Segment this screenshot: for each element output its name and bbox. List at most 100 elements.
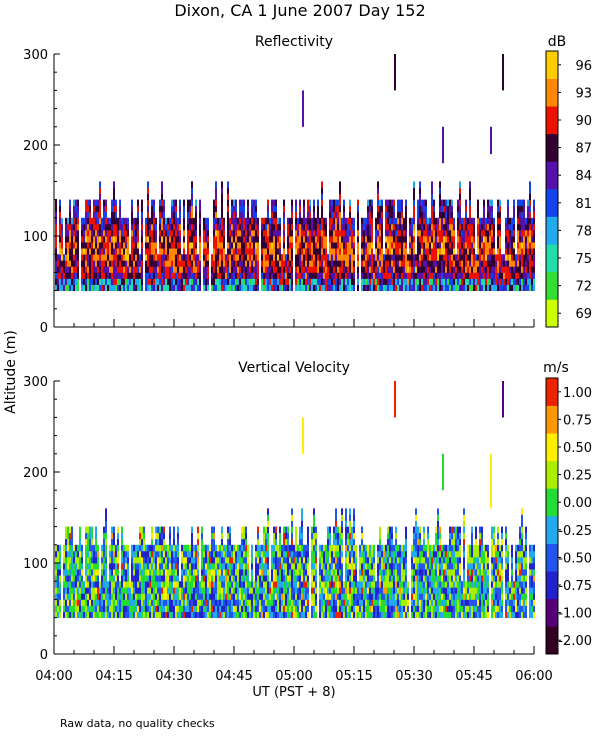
heatmap-cell xyxy=(387,248,389,255)
heatmap-cell xyxy=(125,254,127,261)
heatmap-cell xyxy=(173,284,175,291)
heatmap-cell xyxy=(215,211,217,219)
heatmap-cell xyxy=(153,605,155,612)
heatmap-cell xyxy=(495,278,497,285)
heatmap-cell xyxy=(271,205,273,213)
heatmap-cell xyxy=(105,581,107,588)
heatmap-cell xyxy=(121,575,123,582)
heatmap-cell xyxy=(515,254,517,261)
heatmap-cell xyxy=(295,599,297,606)
heatmap-cell xyxy=(127,569,129,576)
heatmap-cell xyxy=(95,254,97,261)
heatmap-cell xyxy=(451,242,453,249)
heatmap-cell xyxy=(257,550,259,558)
heatmap-cell xyxy=(333,544,335,552)
heatmap-cell xyxy=(323,550,325,558)
heatmap-cell xyxy=(443,260,445,267)
heatmap-cell xyxy=(453,229,455,237)
heatmap-cell xyxy=(95,248,97,255)
heatmap-cell xyxy=(125,587,127,594)
heatmap-cell xyxy=(139,254,141,261)
heatmap-cell xyxy=(503,278,505,285)
heatmap-cell xyxy=(153,599,155,606)
heatmap-cell xyxy=(189,254,191,261)
heatmap-cell xyxy=(253,284,255,291)
heatmap-cell xyxy=(331,248,333,255)
heatmap-cell xyxy=(267,211,269,219)
heatmap-cell xyxy=(103,563,105,570)
heatmap-cell xyxy=(175,284,177,291)
heatmap-cell xyxy=(247,217,249,225)
heatmap-cell xyxy=(271,217,273,225)
heatmap-cell xyxy=(521,266,523,273)
heatmap-cell xyxy=(121,254,123,261)
heatmap-cell xyxy=(71,538,73,546)
heatmap-cell xyxy=(155,569,157,576)
heatmap-cell xyxy=(273,526,275,534)
heatmap-cell xyxy=(275,569,277,576)
heatmap-cell xyxy=(335,508,337,515)
heatmap-cell xyxy=(227,599,229,606)
heatmap-cell xyxy=(219,593,221,600)
heatmap-cell xyxy=(343,223,345,231)
heatmap-cell xyxy=(445,236,447,243)
heatmap-cell xyxy=(345,266,347,273)
heatmap-cell xyxy=(325,581,327,588)
heatmap-cell xyxy=(327,581,329,588)
heatmap-cell xyxy=(89,581,91,588)
heatmap-cell xyxy=(401,278,403,285)
heatmap-cell xyxy=(175,569,177,576)
heatmap-cell xyxy=(119,217,121,225)
heatmap-cell xyxy=(317,260,319,267)
heatmap-cell xyxy=(331,229,333,237)
heatmap-cell xyxy=(329,236,331,243)
heatmap-cell xyxy=(289,248,291,255)
reflectivity-title: Reflectivity xyxy=(255,34,333,50)
heatmap-cell xyxy=(97,217,99,225)
heatmap-cell xyxy=(345,242,347,249)
heatmap-cell xyxy=(305,550,307,558)
heatmap-cell xyxy=(103,217,105,225)
heatmap-cell xyxy=(417,254,419,261)
heatmap-cell xyxy=(227,587,229,594)
heatmap-cell xyxy=(335,229,337,237)
heatmap-cell xyxy=(429,272,431,279)
heatmap-cell xyxy=(335,569,337,576)
heatmap-cell xyxy=(59,199,61,207)
heatmap-cell xyxy=(493,217,495,225)
heatmap-cell xyxy=(69,526,71,534)
heatmap-cell xyxy=(381,248,383,255)
heatmap-cell xyxy=(77,217,79,225)
heatmap-cell xyxy=(265,272,267,279)
heatmap-cell xyxy=(191,569,193,576)
heatmap-cell xyxy=(369,236,371,243)
heatmap-cell xyxy=(139,532,141,540)
heatmap-cell xyxy=(173,242,175,249)
heatmap-cell xyxy=(301,260,303,267)
heatmap-cell xyxy=(319,593,321,600)
heatmap-cell xyxy=(99,223,101,231)
heatmap-cell xyxy=(429,278,431,285)
heatmap-cell xyxy=(137,605,139,612)
heatmap-cell xyxy=(265,544,267,552)
heatmap-cell xyxy=(91,532,93,540)
heatmap-cell xyxy=(285,611,287,618)
heatmap-cell xyxy=(109,575,111,582)
heatmap-cell xyxy=(99,605,101,612)
heatmap-cell xyxy=(295,526,297,534)
heatmap-cell xyxy=(233,205,235,213)
heatmap-cell xyxy=(319,254,321,261)
heatmap-cell xyxy=(205,599,207,606)
heatmap-cell xyxy=(189,569,191,576)
heatmap-cell xyxy=(111,229,113,237)
heatmap-cell xyxy=(197,266,199,273)
heatmap-cell xyxy=(113,266,115,273)
heatmap-cell xyxy=(155,254,157,261)
heatmap-cell xyxy=(395,260,397,267)
heatmap-cell xyxy=(179,587,181,594)
heatmap-cell xyxy=(421,284,423,291)
heatmap-cell xyxy=(161,532,163,540)
heatmap-cell xyxy=(271,563,273,570)
heatmap-cell xyxy=(311,569,313,576)
heatmap-cell xyxy=(213,569,215,576)
